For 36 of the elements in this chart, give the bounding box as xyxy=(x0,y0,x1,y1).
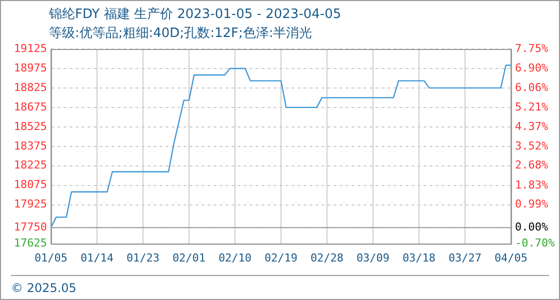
y-tick-label: 18675 xyxy=(14,100,47,114)
y-tick-label: 18975 xyxy=(14,61,47,74)
x-tick-label: 02/10 xyxy=(218,251,252,264)
y-tick-label: 18225 xyxy=(14,158,47,172)
y2-tick-label: 3.52% xyxy=(515,139,548,152)
x-tick-label: 02/19 xyxy=(264,251,298,264)
y-tick-label: 18075 xyxy=(14,178,47,192)
x-tick-label: 03/18 xyxy=(402,251,436,264)
text: © 2025.05 xyxy=(11,281,76,295)
y2-tick-label: 4.37% xyxy=(515,120,548,133)
y-tick-label: 19125 xyxy=(14,42,47,55)
y2-tick-label: 6.06% xyxy=(515,80,548,94)
y-tick-label: 17625 xyxy=(14,236,47,250)
x-tick-label: 02/01 xyxy=(172,251,206,264)
y-tick-label: 17925 xyxy=(14,198,47,211)
y2-tick-label: 1.83% xyxy=(515,178,548,192)
y2-tick-label: 0.00% xyxy=(515,220,548,234)
y-tick-label: 17750 xyxy=(14,220,47,234)
y2-tick-label: 5.21% xyxy=(515,100,548,114)
x-tick-label: 03/27 xyxy=(448,251,482,264)
y-tick-label: 18825 xyxy=(14,80,47,94)
y2-tick-label: 0.99% xyxy=(515,198,548,211)
x-tick-label: 03/09 xyxy=(356,251,390,264)
y2-tick-label: -0.70% xyxy=(515,236,556,250)
x-tick-label: 01/23 xyxy=(126,251,160,264)
x-tick-label: 01/05 xyxy=(34,251,68,264)
y-tick-label: 18525 xyxy=(14,120,47,133)
chart-title: 锦纶FDY 福建 生产价 2023-01-05 - 2023-04-05 xyxy=(49,6,342,23)
x-tick-label: 02/28 xyxy=(310,251,344,264)
x-tick-label: 01/14 xyxy=(80,251,114,264)
y2-tick-label: 6.90% xyxy=(515,61,548,74)
y-tick-label: 18375 xyxy=(14,139,47,152)
y2-tick-label: 2.68% xyxy=(515,158,548,172)
y2-tick-label: 7.75% xyxy=(515,42,548,55)
chart-subtitle: 等级:优等品;粗细:40D;孔数:12F;色泽:半消光 xyxy=(49,25,312,42)
x-tick-label: 04/05 xyxy=(494,251,528,264)
